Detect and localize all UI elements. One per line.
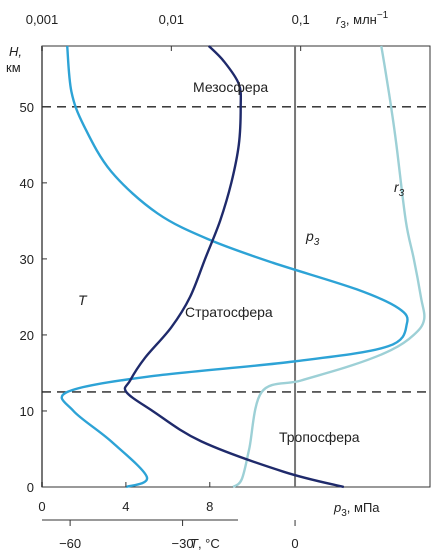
y-tick-label: 10 <box>20 404 34 419</box>
y-axis-unit: км <box>6 60 21 75</box>
y-tick-label: 20 <box>20 328 34 343</box>
region-label-stratosphere: Стратосфера <box>185 304 273 320</box>
plot-frame <box>41 45 431 488</box>
pressure-tick-label: 0 <box>38 499 45 514</box>
temperature-axis-unit: , °C <box>198 536 220 551</box>
pressure-tick-label: 8 <box>206 499 213 514</box>
ozone-pressure-subscript: 3 <box>314 237 320 248</box>
y-tick-label: 30 <box>20 252 34 267</box>
top-tick-label: 0,1 <box>292 12 310 27</box>
pressure-axis-symbol: p <box>333 500 341 515</box>
y-tick-label: 40 <box>20 176 34 191</box>
ozone-pressure-line <box>60 45 409 489</box>
top-axis-symbol: r <box>336 12 341 27</box>
top-axis-unit: , млн <box>346 12 377 27</box>
temperature-line <box>123 45 345 489</box>
region-label-mesosphere: Мезосфера <box>193 79 268 95</box>
pressure-axis-subscript: 3 <box>341 508 347 519</box>
y-tick-label: 50 <box>20 100 34 115</box>
pressure-tick-label: 4 <box>122 499 129 514</box>
temperature-tick-label: 0 <box>291 536 298 551</box>
top-axis-superscript: −1 <box>377 10 389 21</box>
top-tick-label: 0,001 <box>26 12 59 27</box>
top-tick-label: 0,01 <box>159 12 184 27</box>
mixing-ratio-subscript: 3 <box>399 188 405 199</box>
series-label-mixing-ratio: r3 <box>394 179 405 199</box>
temperature-axis-label: T, °C <box>190 536 220 551</box>
pressure-axis-unit: , мПа <box>347 500 381 515</box>
y-axis-label: H, <box>9 44 22 59</box>
temperature-tick-label: −30 <box>172 536 194 551</box>
temperature-axis-symbol: T <box>190 536 199 551</box>
temperature-tick-label: −60 <box>59 536 81 551</box>
top-axis-label: r3, млн−1 <box>336 10 389 31</box>
ozone-pressure-symbol: p <box>305 228 314 244</box>
mixing-ratio-line <box>232 45 426 489</box>
top-axis-subscript: 3 <box>340 20 346 31</box>
pressure-axis-label: p3, мПа <box>333 500 380 519</box>
region-label-troposphere: Тропосфера <box>279 429 360 445</box>
mixing-ratio-symbol: r <box>394 179 400 195</box>
series-label-temperature: T <box>78 292 88 308</box>
y-axis-symbol: H, <box>9 44 22 59</box>
series-label-ozone-pressure: p3 <box>305 228 320 248</box>
y-tick-label: 0 <box>27 480 34 495</box>
